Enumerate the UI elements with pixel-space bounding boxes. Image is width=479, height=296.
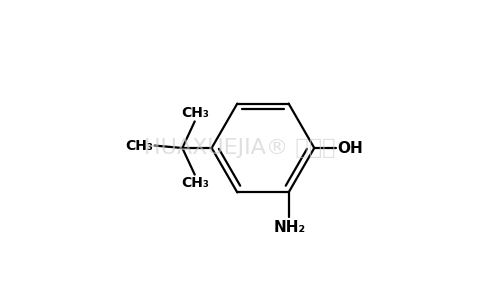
Text: CH₃: CH₃ bbox=[182, 106, 209, 120]
Text: CH₃: CH₃ bbox=[125, 139, 153, 152]
Text: CH₃: CH₃ bbox=[182, 176, 209, 190]
Text: NH₂: NH₂ bbox=[274, 220, 306, 235]
Text: OH: OH bbox=[337, 141, 363, 155]
Text: HUAXUEJIA® 化学加: HUAXUEJIA® 化学加 bbox=[144, 138, 335, 158]
